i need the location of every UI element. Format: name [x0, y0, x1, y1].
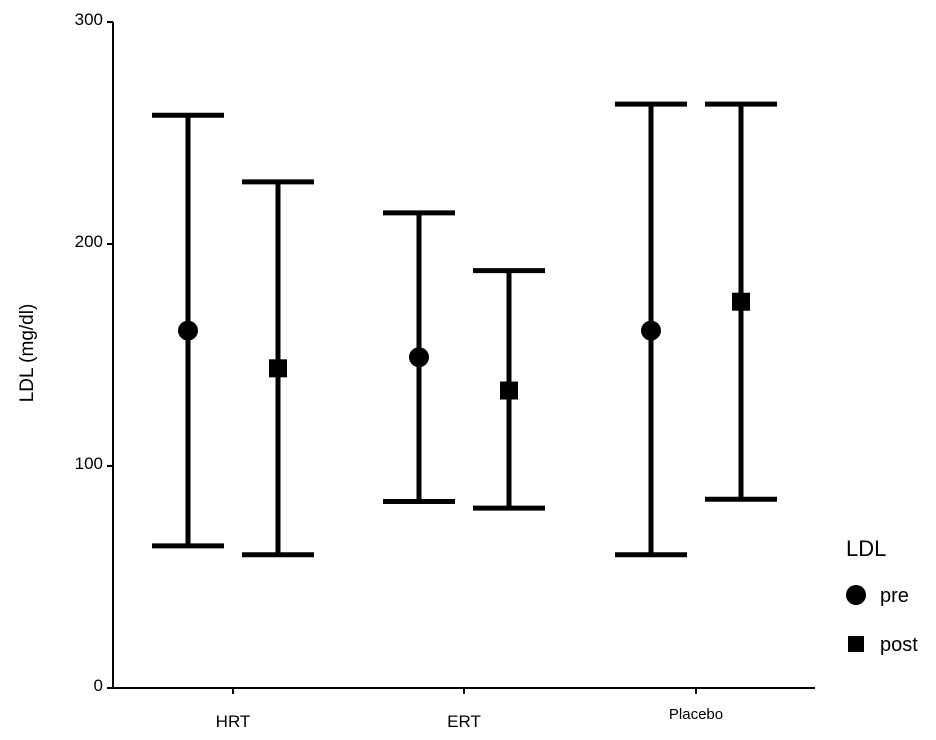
x-tick-label: Placebo	[669, 706, 723, 723]
series-post	[242, 101, 777, 558]
y-tick-label: 300	[75, 10, 103, 29]
mean-marker-post	[269, 359, 287, 378]
y-axis: 0 100 200 300	[75, 10, 114, 695]
series-pre	[152, 101, 687, 558]
y-axis-title: LDL (mg/dl)	[17, 304, 38, 403]
mean-marker-pre	[641, 320, 661, 341]
y-tick-label: 200	[75, 232, 103, 251]
x-tick-label: ERT	[447, 712, 481, 731]
legend-title: LDL	[846, 536, 886, 561]
legend-label-pre: pre	[880, 585, 909, 607]
plot-area	[152, 101, 777, 558]
y-tick-label: 100	[75, 454, 103, 473]
mean-marker-pre	[409, 347, 429, 368]
y-tick-label: 0	[94, 676, 103, 695]
mean-marker-post	[732, 292, 750, 311]
legend-label-post: post	[880, 634, 918, 656]
mean-marker-pre	[178, 320, 198, 341]
legend-marker-pre	[846, 585, 866, 605]
mean-marker-post	[500, 381, 518, 400]
x-tick-label: HRT	[216, 712, 251, 731]
x-axis: HRT ERT Placebo	[113, 687, 815, 731]
legend-marker-post	[848, 636, 864, 652]
legend: LDL pre post	[846, 536, 918, 656]
